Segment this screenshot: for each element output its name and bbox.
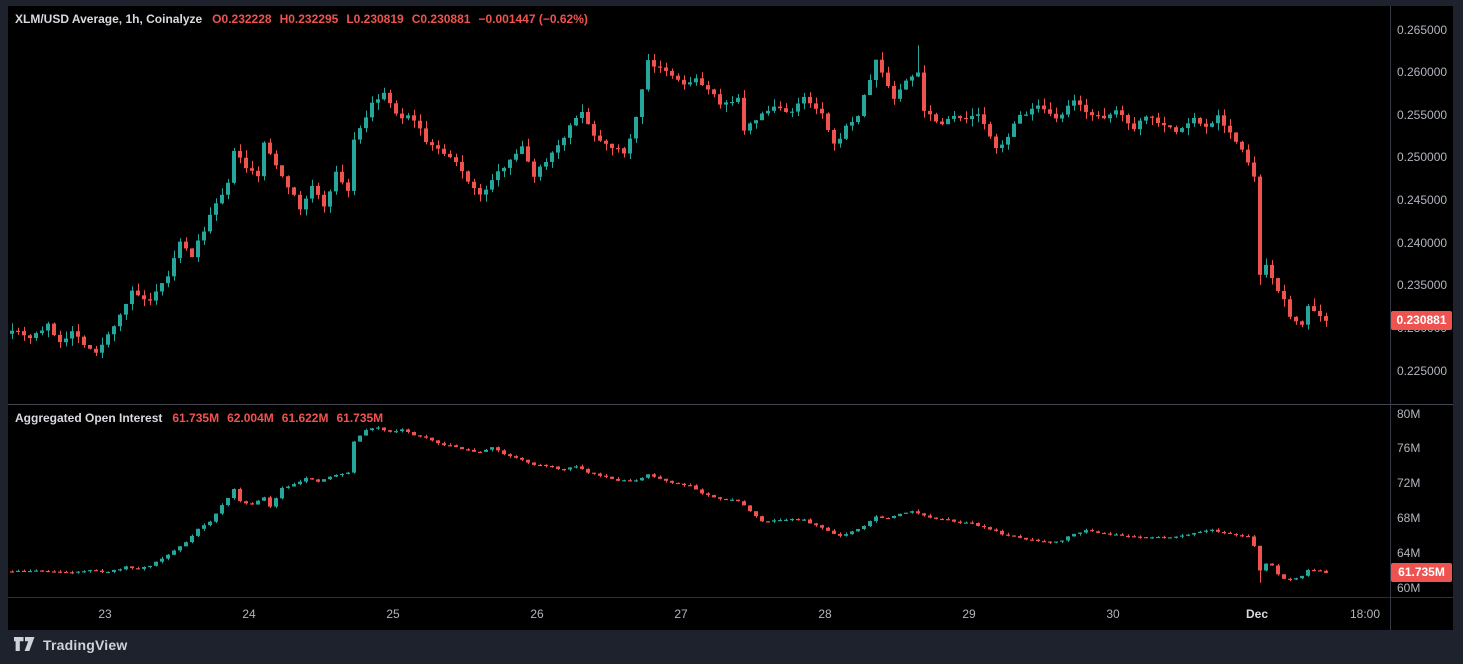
chart-surface[interactable] xyxy=(8,6,1453,630)
time-axis-label: 27 xyxy=(674,607,688,621)
pane-separator[interactable] xyxy=(8,404,1453,405)
oi-axis-label: 72M xyxy=(1397,476,1421,491)
change-value: −0.001447 (−0.62%) xyxy=(478,12,588,26)
ohlc-low-value: 0.230819 xyxy=(353,12,404,26)
ohlc-low: L0.230819 xyxy=(346,12,403,26)
oi-low-value: 61.622M xyxy=(281,411,329,425)
price-axis-label: 0.240000 xyxy=(1397,235,1448,250)
tradingview-logo-icon xyxy=(14,637,35,651)
ohlc-high-key: H xyxy=(279,12,289,26)
time-axis-label: Dec xyxy=(1245,607,1269,621)
oi-title[interactable]: Aggregated Open Interest xyxy=(15,411,163,425)
oi-high-value: 62.004M xyxy=(227,411,274,425)
oi-open-value: 61.735M xyxy=(172,411,220,425)
price-axis-label: 0.255000 xyxy=(1397,107,1448,122)
oi-axis-label: 76M xyxy=(1397,441,1421,456)
tradingview-link[interactable]: TradingView xyxy=(14,637,127,653)
ohlc-open-value: 0.232228 xyxy=(221,12,272,26)
time-axis-label: 30 xyxy=(1106,607,1120,621)
oi-axis-label: 64M xyxy=(1397,545,1421,560)
oi-axis-label: 68M xyxy=(1397,510,1421,525)
ohlc-open-key: O xyxy=(212,12,222,26)
time-axis-label: 24 xyxy=(242,607,256,621)
price-axis-label: 0.235000 xyxy=(1397,278,1448,293)
price-legend[interactable]: XLM/USD Average, 1h, Coinalyze O0.232228 H… xyxy=(15,12,596,26)
price-axis-label: 0.250000 xyxy=(1397,150,1448,165)
price-axis-label: 0.245000 xyxy=(1397,193,1448,207)
last-price-tag: 0.230881 xyxy=(1391,311,1452,330)
price-axis-label: 0.260000 xyxy=(1397,65,1448,80)
tradingview-brand-text: TradingView xyxy=(43,637,128,653)
price-axis-label: 0.225000 xyxy=(1397,363,1448,378)
oi-close-value: 61.735M xyxy=(336,411,384,425)
time-axis-border xyxy=(8,597,1453,598)
bottom-toolbar: TradingView xyxy=(0,630,1463,664)
ohlc-close: C0.230881 xyxy=(412,12,471,26)
price-axis-label: 0.265000 xyxy=(1397,22,1448,37)
ohlc-open: O0.232228 xyxy=(212,12,271,26)
price-axis-border xyxy=(1390,6,1391,630)
time-axis-label: 23 xyxy=(98,607,112,621)
ohlc-low-key: L xyxy=(346,12,354,26)
oi-axis-label: 80M xyxy=(1397,406,1421,421)
oi-legend[interactable]: Aggregated Open Interest 61.735M 62.004M 61… xyxy=(15,411,391,425)
time-axis-label: 18:00 xyxy=(1349,607,1381,621)
time-axis-label: 25 xyxy=(386,607,400,621)
time-axis-label: 26 xyxy=(530,607,544,621)
oi-last-value-tag: 61.735M xyxy=(1391,563,1452,582)
ohlc-high-value: 0.232295 xyxy=(288,12,339,26)
time-axis-label: 29 xyxy=(962,607,976,621)
ohlc-high: H0.232295 xyxy=(280,12,339,26)
oi-axis-label: 60M xyxy=(1397,580,1421,595)
time-axis-label: 28 xyxy=(818,607,832,621)
ohlc-close-value: 0.230881 xyxy=(420,12,471,26)
symbol-title[interactable]: XLM/USD Average, 1h, Coinalyze xyxy=(15,12,203,26)
ohlc-close-key: C xyxy=(411,12,421,26)
